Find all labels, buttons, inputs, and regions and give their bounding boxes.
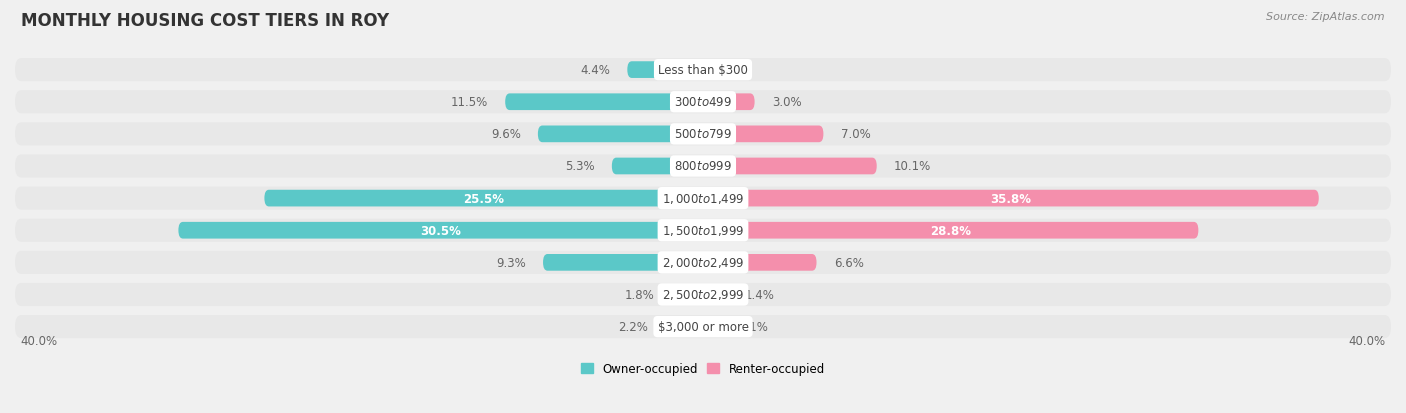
FancyBboxPatch shape <box>15 91 1391 114</box>
Text: 1.4%: 1.4% <box>744 288 775 301</box>
Text: $500 to $799: $500 to $799 <box>673 128 733 141</box>
Text: 7.0%: 7.0% <box>841 128 870 141</box>
FancyBboxPatch shape <box>15 315 1391 338</box>
Text: 30.5%: 30.5% <box>420 224 461 237</box>
Text: $3,000 or more: $3,000 or more <box>658 320 748 333</box>
FancyBboxPatch shape <box>15 219 1391 242</box>
FancyBboxPatch shape <box>15 187 1391 210</box>
Text: Source: ZipAtlas.com: Source: ZipAtlas.com <box>1267 12 1385 22</box>
Text: 9.6%: 9.6% <box>491 128 520 141</box>
FancyBboxPatch shape <box>179 222 703 239</box>
Text: 11.5%: 11.5% <box>451 96 488 109</box>
Text: 10.1%: 10.1% <box>894 160 931 173</box>
Text: 1.8%: 1.8% <box>626 288 655 301</box>
FancyBboxPatch shape <box>505 94 703 111</box>
Text: 35.8%: 35.8% <box>990 192 1032 205</box>
FancyBboxPatch shape <box>627 62 703 79</box>
FancyBboxPatch shape <box>703 158 877 175</box>
Text: Less than $300: Less than $300 <box>658 64 748 77</box>
Text: 40.0%: 40.0% <box>20 335 58 348</box>
Text: 0.0%: 0.0% <box>720 64 749 77</box>
FancyBboxPatch shape <box>703 287 727 303</box>
Text: $1,000 to $1,499: $1,000 to $1,499 <box>662 192 744 206</box>
FancyBboxPatch shape <box>672 287 703 303</box>
Text: 3.0%: 3.0% <box>772 96 801 109</box>
Text: MONTHLY HOUSING COST TIERS IN ROY: MONTHLY HOUSING COST TIERS IN ROY <box>21 12 389 30</box>
Text: 40.0%: 40.0% <box>1348 335 1386 348</box>
FancyBboxPatch shape <box>264 190 703 207</box>
Text: 1.1%: 1.1% <box>740 320 769 333</box>
Text: 9.3%: 9.3% <box>496 256 526 269</box>
Text: $800 to $999: $800 to $999 <box>673 160 733 173</box>
FancyBboxPatch shape <box>703 222 1198 239</box>
Text: 28.8%: 28.8% <box>931 224 972 237</box>
FancyBboxPatch shape <box>15 155 1391 178</box>
Text: 25.5%: 25.5% <box>463 192 505 205</box>
FancyBboxPatch shape <box>15 123 1391 146</box>
FancyBboxPatch shape <box>703 126 824 143</box>
FancyBboxPatch shape <box>703 190 1319 207</box>
FancyBboxPatch shape <box>15 251 1391 274</box>
FancyBboxPatch shape <box>703 254 817 271</box>
Text: $300 to $499: $300 to $499 <box>673 96 733 109</box>
Text: 5.3%: 5.3% <box>565 160 595 173</box>
FancyBboxPatch shape <box>703 94 755 111</box>
FancyBboxPatch shape <box>538 126 703 143</box>
Text: $1,500 to $1,999: $1,500 to $1,999 <box>662 224 744 237</box>
Text: $2,000 to $2,499: $2,000 to $2,499 <box>662 256 744 270</box>
Text: 4.4%: 4.4% <box>581 64 610 77</box>
Legend: Owner-occupied, Renter-occupied: Owner-occupied, Renter-occupied <box>576 357 830 380</box>
FancyBboxPatch shape <box>703 318 721 335</box>
FancyBboxPatch shape <box>665 318 703 335</box>
Text: 2.2%: 2.2% <box>619 320 648 333</box>
FancyBboxPatch shape <box>612 158 703 175</box>
FancyBboxPatch shape <box>543 254 703 271</box>
FancyBboxPatch shape <box>15 283 1391 306</box>
FancyBboxPatch shape <box>15 59 1391 82</box>
Text: $2,500 to $2,999: $2,500 to $2,999 <box>662 288 744 302</box>
Text: 6.6%: 6.6% <box>834 256 863 269</box>
